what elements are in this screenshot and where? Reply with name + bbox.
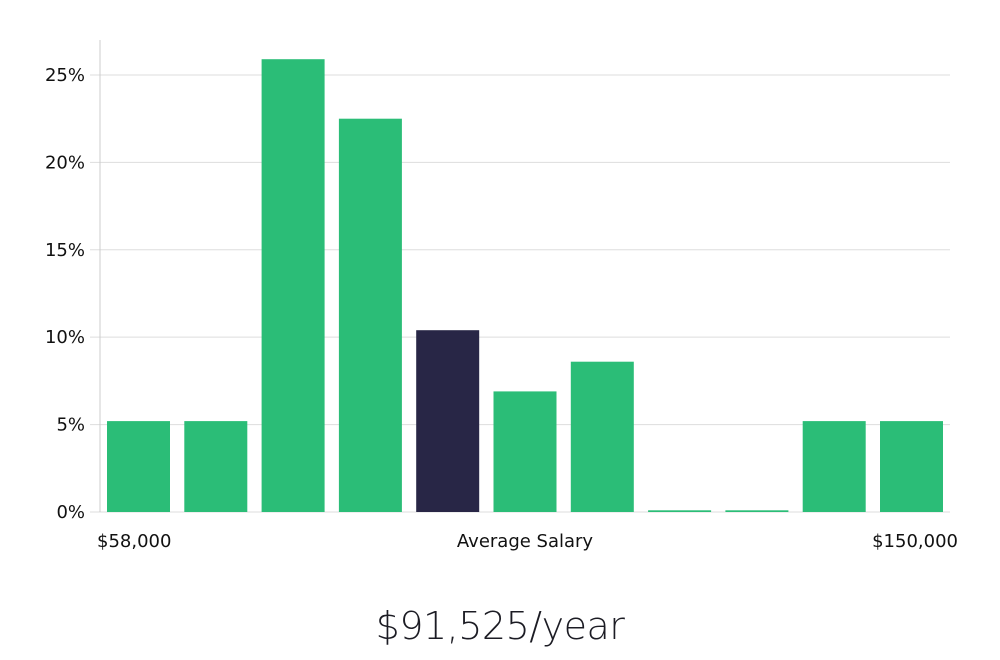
- y-tick-label: 10%: [45, 327, 85, 348]
- y-axis-ticks: 0% 5% 10% 15% 20% 25%: [45, 65, 85, 523]
- salary-distribution-chart: 0%5%10%15%20%25% $58,000 Average Salary …: [45, 40, 958, 552]
- bar: [338, 118, 402, 512]
- bar: [725, 510, 789, 512]
- y-tick-label: 20%: [45, 152, 85, 173]
- average-salary-bar: [416, 330, 480, 512]
- y-tick-label: 25%: [45, 65, 85, 86]
- x-axis-max-label: $150,000: [872, 531, 958, 552]
- bar: [880, 421, 943, 512]
- y-tick-label: 15%: [45, 240, 85, 261]
- x-axis-center-label: Average Salary: [457, 531, 594, 552]
- bar: [648, 510, 712, 512]
- bars: [107, 59, 943, 512]
- y-tick-label: 0%: [56, 502, 85, 523]
- bar: [570, 361, 634, 512]
- bar: [802, 421, 866, 512]
- bar: [184, 421, 248, 512]
- y-tick-label: 5%: [56, 415, 85, 436]
- bar: [493, 391, 557, 512]
- bar: [107, 421, 170, 512]
- x-axis-min-label: $58,000: [97, 531, 171, 552]
- bar: [261, 59, 325, 512]
- average-salary-value: $91,525/year: [375, 604, 625, 648]
